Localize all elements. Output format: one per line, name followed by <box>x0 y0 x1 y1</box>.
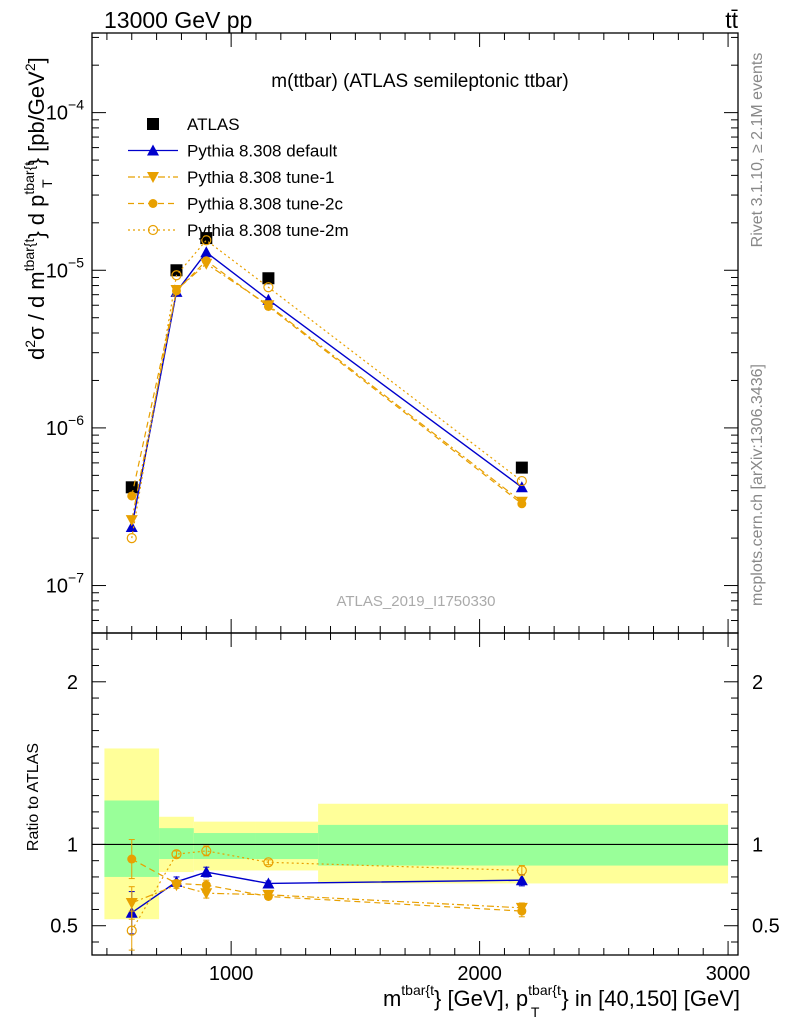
analysis-watermark: ATLAS_2019_I1750330 <box>336 593 495 610</box>
series-point-pythia-8-308-tune-2c <box>127 491 137 501</box>
ratio-plot-area: 1000 2000 3000 0.5 0.5 1 1 2 2 <box>50 632 780 985</box>
ratio-line-pythia-8-308-tune-1 <box>131 884 522 909</box>
legend-marker <box>148 199 158 208</box>
main-plot-area: 10−7 10−6 10−5 10−4 <box>46 32 739 955</box>
ratio-y-tick-label-left: 0.5 <box>50 916 78 938</box>
ratio-point-pythia-8-308-default <box>515 874 528 886</box>
data-point-atlas <box>262 272 275 285</box>
legend-label: Pythia 8.308 default <box>187 142 338 161</box>
legend-label: Pythia 8.308 tune-2m <box>187 221 349 240</box>
legend-label: ATLAS <box>187 115 240 134</box>
legend-label: Pythia 8.308 tune-1 <box>187 168 334 187</box>
x-tick-label: 1000 <box>209 963 254 985</box>
data-point-atlas <box>515 461 528 474</box>
ratio-y-tick-label-right: 2 <box>752 672 763 694</box>
legend-marker <box>147 144 159 156</box>
ratio-point-pythia-8-308-tune-2c <box>263 891 273 901</box>
rivet-version-label: Rivet 3.1.10, ≥ 2.1M events <box>749 53 766 248</box>
uncertainty-band-inner <box>255 833 319 860</box>
y-tick-label: 10−5 <box>46 254 84 282</box>
ratio-point-pythia-8-308-tune-2m <box>171 849 182 860</box>
series-point-pythia-8-308-tune-2c <box>517 499 527 509</box>
series-point-pythia-8-308-tune-2m <box>171 270 182 281</box>
legend-label: Pythia 8.308 tune-2c <box>187 195 343 214</box>
mcplots-source-label: mcplots.cern.ch [arXiv:1306.3436] <box>749 364 766 606</box>
series-point-pythia-8-308-tune-2m <box>263 282 274 293</box>
header-left: 13000 GeV pp <box>104 7 252 33</box>
uncertainty-band-inner <box>193 833 256 860</box>
y-tick-label: 10−6 <box>46 412 84 440</box>
ratio-y-tick-label-right: 0.5 <box>752 916 780 938</box>
y-axis-label: d2σ / d mtbar{t} d ptbar{t T} [pb/GeV2] <box>21 57 55 360</box>
ratio-y-tick-label-left: 2 <box>67 672 78 694</box>
series-point-pythia-8-308-default <box>125 521 138 533</box>
series-line-pythia-8-308-tune-2c <box>131 259 523 505</box>
series-point-pythia-8-308-tune-2c <box>201 256 211 266</box>
ratio-point-pythia-8-308-tune-2c <box>517 906 527 916</box>
ratio-point-pythia-8-308-tune-1 <box>125 897 138 909</box>
legend-marker <box>147 118 159 130</box>
ratio-point-pythia-8-308-tune-2m <box>126 925 137 936</box>
series-line-pythia-8-308-default <box>131 251 523 528</box>
ratio-line-pythia-8-308-tune-2m <box>131 850 522 931</box>
header-right: tt̄ <box>725 7 738 33</box>
ratio-point-pythia-8-308-tune-2m <box>201 845 212 857</box>
series-line-pythia-8-308-tune-1 <box>131 262 523 521</box>
ratio-point-pythia-8-308-tune-2c <box>171 878 181 888</box>
series-point-pythia-8-308-default <box>515 481 528 493</box>
x-axis-label: mtbar{t} [GeV], ptbar{t T} in [40,150] [G… <box>383 982 740 1020</box>
series-point-pythia-8-308-tune-2m <box>516 475 527 487</box>
data-point-atlas <box>200 232 213 245</box>
ratio-y-tick-label-right: 1 <box>752 834 763 856</box>
ratio-point-pythia-8-308-default <box>262 877 275 889</box>
series-point-pythia-8-308-tune-2c <box>171 286 181 296</box>
ratio-y-tick-label-left: 1 <box>67 834 78 856</box>
x-tick-label: 2000 <box>457 963 502 985</box>
ratio-point-pythia-8-308-default <box>200 866 213 878</box>
ratio-point-pythia-8-308-tune-2c <box>127 854 137 864</box>
ratio-point-pythia-8-308-tune-2m <box>263 857 274 868</box>
ratio-point-pythia-8-308-tune-2c <box>201 880 211 890</box>
series-point-pythia-8-308-tune-2m <box>201 235 212 246</box>
series-point-pythia-8-308-tune-2m <box>126 532 137 544</box>
ratio-point-pythia-8-308-tune-1 <box>200 888 213 900</box>
ratio-y-axis-label: Ratio to ATLAS <box>25 743 42 851</box>
y-tick-label: 10−4 <box>46 97 84 125</box>
chart-title: m(ttbar) (ATLAS semileptonic ttbar) <box>271 71 568 92</box>
legend-marker <box>147 224 159 236</box>
x-tick-label: 3000 <box>706 963 751 985</box>
series-line-pythia-8-308-tune-2m <box>131 239 523 539</box>
ratio-point-pythia-8-308-tune-2m <box>516 865 527 876</box>
legend: ATLAS Pythia 8.308 default Pythia 8.308 tu… <box>128 115 349 240</box>
ratio-panel-frame <box>91 632 739 956</box>
y-tick-label: 10−7 <box>46 570 84 598</box>
series-point-pythia-8-308-default <box>200 246 213 258</box>
legend-marker <box>147 172 159 183</box>
uncertainty-band-inner <box>318 824 729 866</box>
series-point-pythia-8-308-tune-2c <box>263 301 273 311</box>
